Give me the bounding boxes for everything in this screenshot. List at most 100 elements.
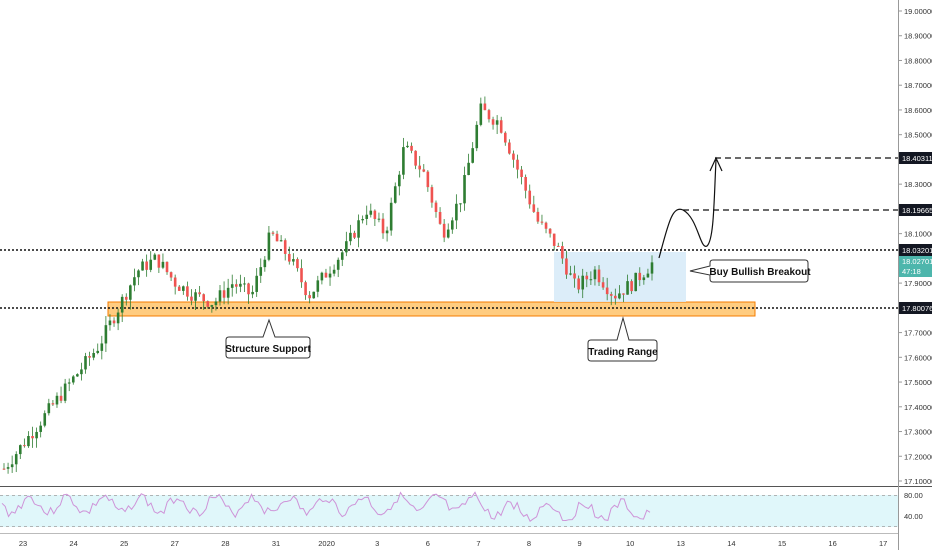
candle-body [345, 241, 348, 253]
time-tick-label: 28 [221, 539, 229, 548]
price-tick-label: 17.30000 [904, 428, 932, 437]
candle-body [279, 240, 283, 242]
time-tick-label: 31 [272, 539, 280, 548]
candle-body [597, 269, 601, 283]
price-tick-label: 18.90000 [904, 32, 932, 41]
candle-body [561, 246, 564, 259]
price-tick-label: 17.70000 [904, 329, 932, 338]
candle-body [357, 220, 360, 238]
candle-body [129, 285, 132, 300]
candle-body [88, 356, 91, 358]
candle-body [100, 343, 104, 351]
candle-body [116, 312, 120, 324]
candle-body [336, 259, 340, 270]
candle-body [226, 287, 230, 298]
candle-body [210, 305, 214, 307]
candle-body [634, 272, 637, 292]
candle-body [589, 279, 593, 281]
candle-body [516, 159, 519, 170]
candle-body [133, 277, 136, 286]
price-tick-label: 18.70000 [904, 81, 932, 90]
price-tick-label: 18.50000 [904, 131, 932, 140]
candle-body [467, 162, 470, 176]
candle-body [35, 431, 38, 439]
rsi-band [0, 495, 898, 527]
candle-body [222, 290, 226, 298]
candle-body [312, 291, 316, 299]
candle-body [622, 293, 625, 295]
candle-body [618, 293, 621, 299]
candle-body [161, 261, 165, 268]
candle-body [614, 295, 617, 299]
candle-body [182, 286, 185, 291]
candle-body [112, 320, 116, 324]
candle-body [31, 435, 34, 439]
candle-body [361, 218, 364, 221]
candle-body [251, 291, 254, 295]
candle-body [442, 223, 446, 238]
time-tick-label: 9 [578, 539, 582, 548]
time-tick-label: 17 [879, 539, 887, 548]
breakout-label: Buy Bullish Breakout [709, 267, 811, 278]
candle-body [120, 296, 124, 313]
candle-body [532, 204, 536, 212]
candle-body [365, 214, 369, 219]
candle-body [218, 290, 222, 302]
candle-body [271, 232, 275, 234]
price-tick-label: 17.50000 [904, 378, 932, 387]
price-label-target-low: 18.19665 [899, 204, 932, 216]
candle-body [71, 376, 75, 383]
candle-body [377, 218, 381, 220]
candle-body [581, 275, 585, 290]
candle-body [495, 120, 499, 125]
structure-support-callout: Structure Support [225, 318, 311, 359]
candle-body [446, 229, 450, 238]
candle-body [520, 169, 523, 178]
candle-body [569, 273, 572, 275]
candle-body [593, 269, 597, 280]
candle-body [402, 147, 405, 175]
candle-body [508, 142, 511, 154]
svg-text:18.19665: 18.19665 [902, 206, 932, 215]
candle-body [455, 203, 458, 221]
candle-body [104, 325, 108, 344]
time-tick-label: 3 [375, 539, 379, 548]
candle-body [6, 467, 10, 469]
candle-body [638, 272, 642, 281]
candle-body [235, 284, 238, 287]
candle-body [96, 350, 100, 353]
candle-body [267, 232, 271, 260]
candle-body [349, 232, 352, 242]
candle-body [499, 120, 503, 133]
candle-body [296, 259, 299, 269]
candle-body [169, 272, 173, 278]
candle-body [340, 252, 344, 260]
candles [2, 96, 654, 474]
candle-body [540, 221, 544, 223]
svg-text:18.03201: 18.03201 [902, 246, 932, 255]
candle-body [198, 292, 201, 295]
candle-body [165, 261, 169, 273]
candle-body [283, 240, 287, 254]
time-tick-label: 27 [171, 539, 179, 548]
candle-body [239, 283, 242, 287]
candle-body [650, 262, 654, 274]
candle-body [491, 119, 495, 125]
candle-body [149, 259, 153, 270]
candle-body [577, 278, 580, 290]
candle-body [59, 395, 63, 401]
time-axis[interactable]: 23 24 25 27 28 31 2020 3 6 7 8 9 10 13 14 15 16 17 [19, 539, 888, 548]
candle-body [214, 301, 218, 306]
time-tick-label: 7 [476, 539, 480, 548]
time-tick-label: 23 [19, 539, 27, 548]
candle-body [304, 282, 307, 296]
candle-body [202, 294, 205, 302]
candle-body [43, 413, 47, 426]
time-tick-label: 8 [527, 539, 531, 548]
candle-body [263, 259, 267, 268]
candle-body [243, 283, 246, 285]
candle-body [2, 468, 6, 470]
time-tick-label: 16 [828, 539, 836, 548]
